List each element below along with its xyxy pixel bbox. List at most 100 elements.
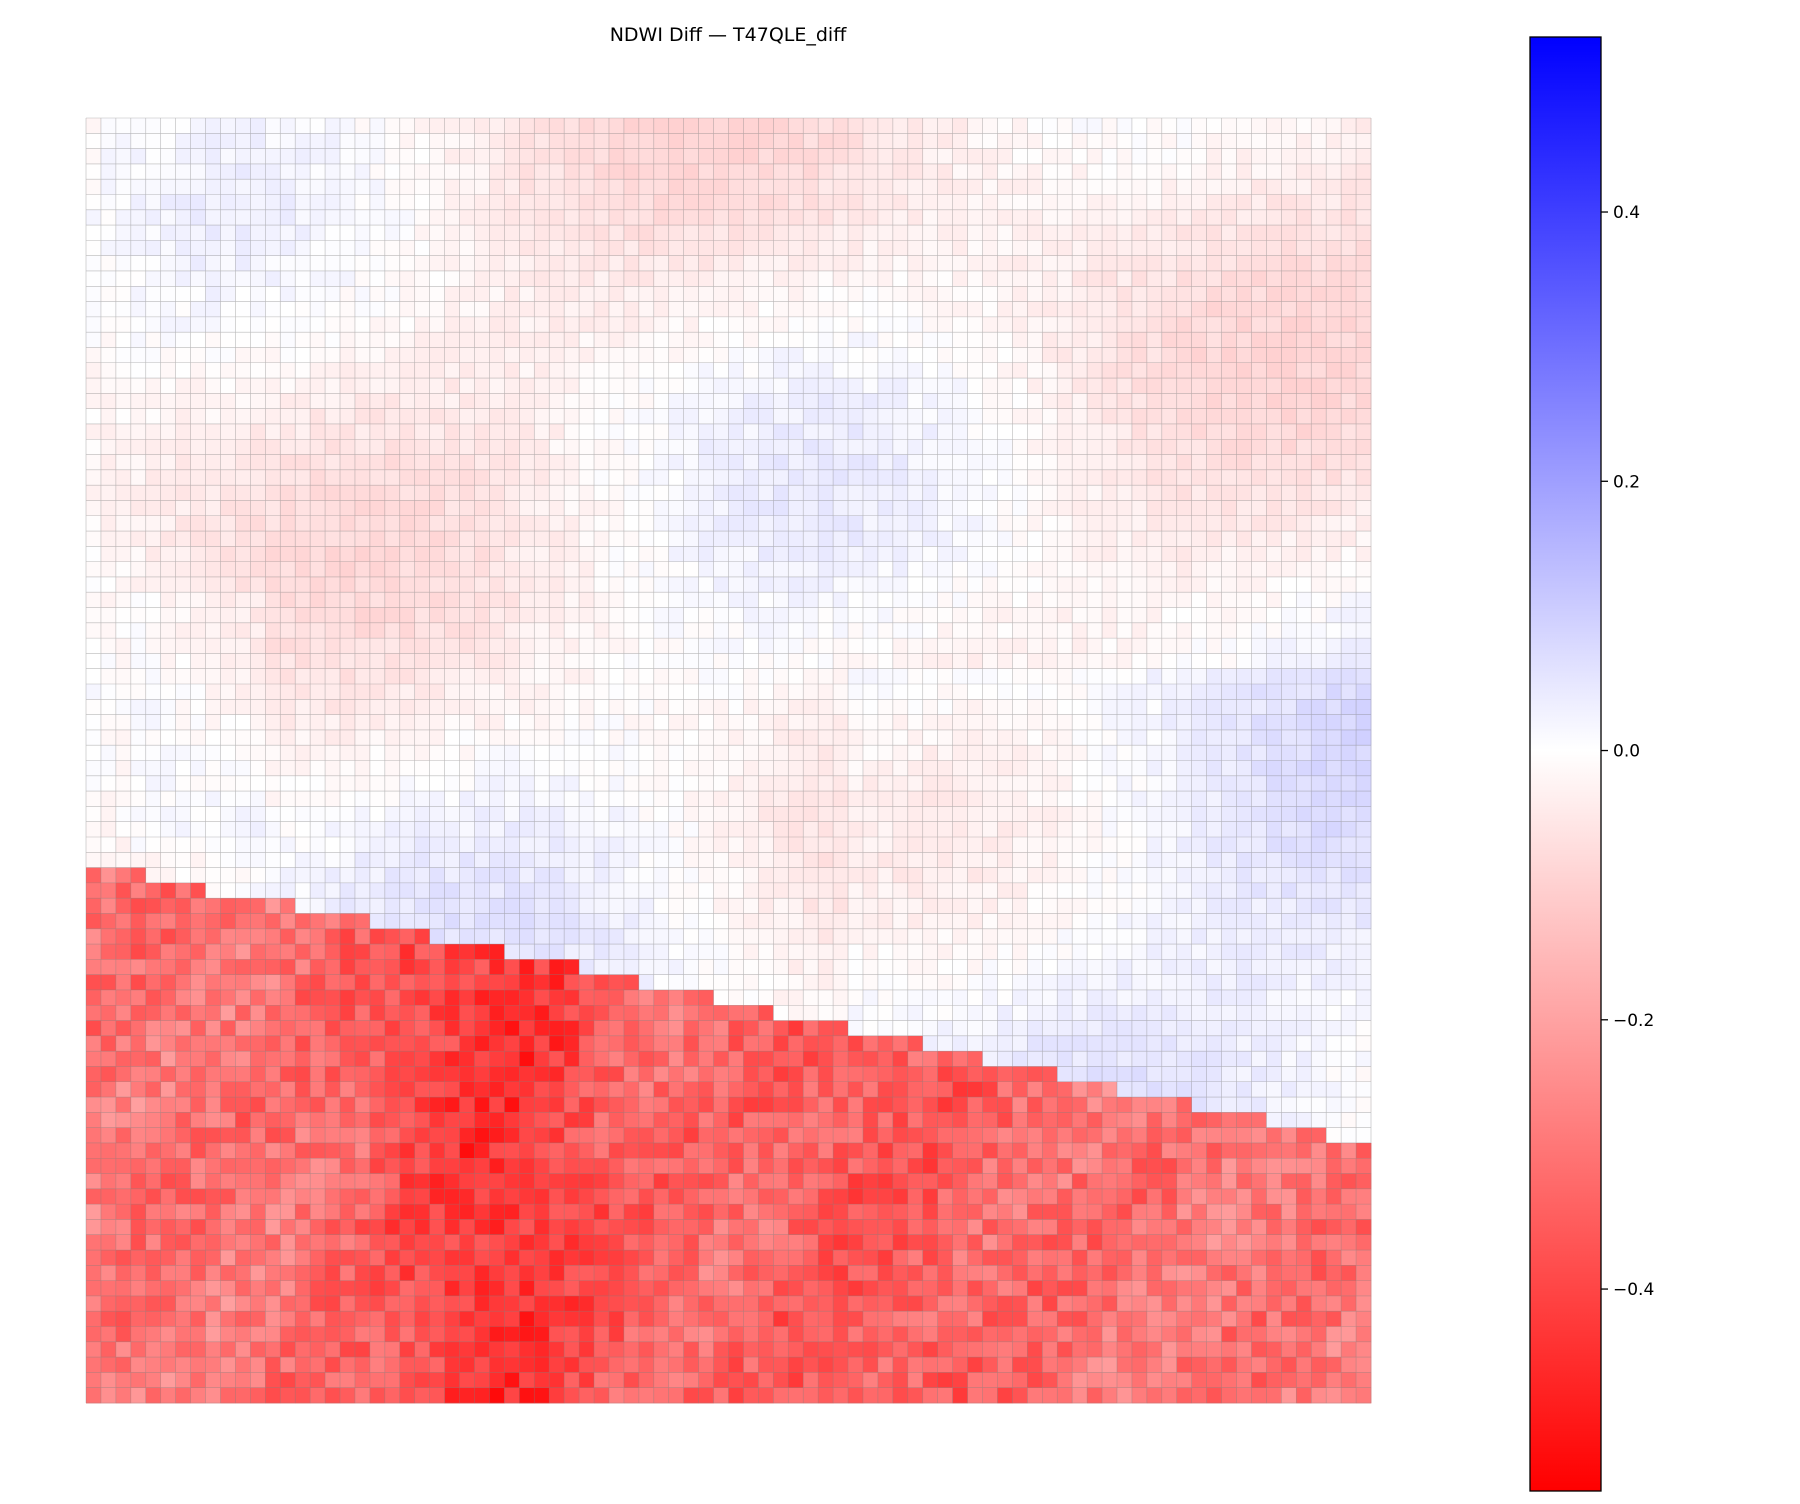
heatmap-cell xyxy=(982,959,998,976)
heatmap-cell xyxy=(250,316,266,333)
heatmap-cell xyxy=(818,485,834,501)
heatmap-cell xyxy=(295,469,311,486)
heatmap-cell xyxy=(818,423,834,440)
heatmap-cell xyxy=(728,546,744,563)
heatmap-cell xyxy=(743,362,759,379)
heatmap-cell xyxy=(459,561,475,578)
heatmap-cell xyxy=(1116,653,1133,670)
heatmap-cell xyxy=(967,882,983,899)
heatmap-cell xyxy=(1356,240,1372,257)
heatmap-cell xyxy=(683,301,700,318)
heatmap-cell xyxy=(295,316,311,333)
heatmap-cell xyxy=(967,989,983,1006)
heatmap-cell xyxy=(848,240,864,257)
heatmap-cell xyxy=(86,592,102,608)
heatmap-cell xyxy=(1326,194,1342,211)
heatmap-cell xyxy=(1161,668,1178,685)
heatmap-cell xyxy=(160,668,177,685)
heatmap-cell xyxy=(489,791,505,807)
heatmap-cell xyxy=(1057,806,1073,823)
heatmap-cell xyxy=(444,194,460,211)
heatmap-cell xyxy=(922,531,939,547)
heatmap-cell xyxy=(728,316,744,333)
heatmap-cell xyxy=(369,194,386,211)
heatmap-cell xyxy=(474,882,490,899)
heatmap-cell xyxy=(235,454,251,471)
heatmap-cell xyxy=(743,561,759,578)
heatmap-cell xyxy=(997,576,1013,593)
heatmap-cell xyxy=(474,806,490,823)
heatmap-cell xyxy=(429,332,445,348)
heatmap-cell xyxy=(788,531,804,547)
heatmap-cell xyxy=(205,729,221,746)
heatmap-cell xyxy=(623,408,640,425)
heatmap-cell xyxy=(265,362,281,379)
heatmap-cell xyxy=(1356,944,1372,960)
heatmap-cell xyxy=(803,393,819,410)
heatmap-cell xyxy=(100,515,117,532)
heatmap-cell xyxy=(892,209,909,226)
heatmap-cell xyxy=(235,500,251,517)
heatmap-cell xyxy=(310,454,326,471)
heatmap-cell xyxy=(653,500,670,517)
heatmap-cell xyxy=(175,485,191,501)
heatmap-cell xyxy=(743,316,759,333)
heatmap-cell xyxy=(1042,561,1058,578)
heatmap-cell xyxy=(564,928,580,945)
heatmap-cell xyxy=(190,852,206,868)
heatmap-cell xyxy=(429,882,445,899)
heatmap-cell xyxy=(1281,240,1297,257)
heatmap-cell xyxy=(773,531,789,547)
heatmap-cell xyxy=(743,974,759,991)
heatmap-cell xyxy=(1072,163,1088,180)
heatmap-cell xyxy=(862,714,879,731)
heatmap-cell xyxy=(489,148,505,165)
heatmap-cell xyxy=(1221,194,1237,211)
heatmap-cell xyxy=(982,699,998,716)
heatmap-cell xyxy=(369,561,386,578)
heatmap-cell xyxy=(997,270,1013,287)
heatmap-cell xyxy=(922,607,939,624)
heatmap-cell xyxy=(1131,684,1148,700)
heatmap-cell xyxy=(1236,974,1252,991)
heatmap-cell xyxy=(743,607,759,624)
heatmap-cell xyxy=(788,989,804,1006)
heatmap-cell xyxy=(1311,500,1327,517)
heatmap-cell xyxy=(848,133,864,149)
heatmap-cell xyxy=(100,561,117,578)
heatmap-cell xyxy=(549,515,565,532)
heatmap-cell xyxy=(130,592,147,608)
heatmap-cell xyxy=(1281,974,1297,991)
heatmap-cell xyxy=(115,714,132,731)
heatmap-cell xyxy=(250,163,266,180)
heatmap-cell xyxy=(713,576,729,593)
heatmap-cell xyxy=(1087,408,1103,425)
heatmap-cell xyxy=(1326,316,1342,333)
heatmap-cell xyxy=(982,454,998,471)
heatmap-cell xyxy=(788,852,804,868)
heatmap-cell xyxy=(668,546,685,563)
heatmap-cell xyxy=(833,454,849,471)
heatmap-cell xyxy=(1266,515,1282,532)
heatmap-cell xyxy=(369,439,386,455)
heatmap-cell xyxy=(713,332,729,348)
heatmap-cell xyxy=(1341,316,1357,333)
heatmap-cell xyxy=(862,791,879,807)
heatmap-cell xyxy=(220,745,236,761)
heatmap-cell xyxy=(205,316,221,333)
heatmap-cell xyxy=(698,531,714,547)
heatmap-cell xyxy=(1356,668,1372,685)
heatmap-cell xyxy=(190,225,206,241)
heatmap-cell xyxy=(922,225,939,241)
heatmap-cell xyxy=(1057,255,1073,272)
heatmap-cell xyxy=(459,408,475,425)
heatmap-cell xyxy=(818,607,834,624)
heatmap-cell xyxy=(220,882,236,899)
heatmap-cell xyxy=(608,423,625,440)
heatmap-cell xyxy=(1116,133,1133,149)
heatmap-cell xyxy=(1027,439,1043,455)
heatmap-cell xyxy=(100,270,117,287)
heatmap-cell xyxy=(115,592,132,608)
heatmap-cell xyxy=(818,270,834,287)
heatmap-cell xyxy=(594,745,610,761)
